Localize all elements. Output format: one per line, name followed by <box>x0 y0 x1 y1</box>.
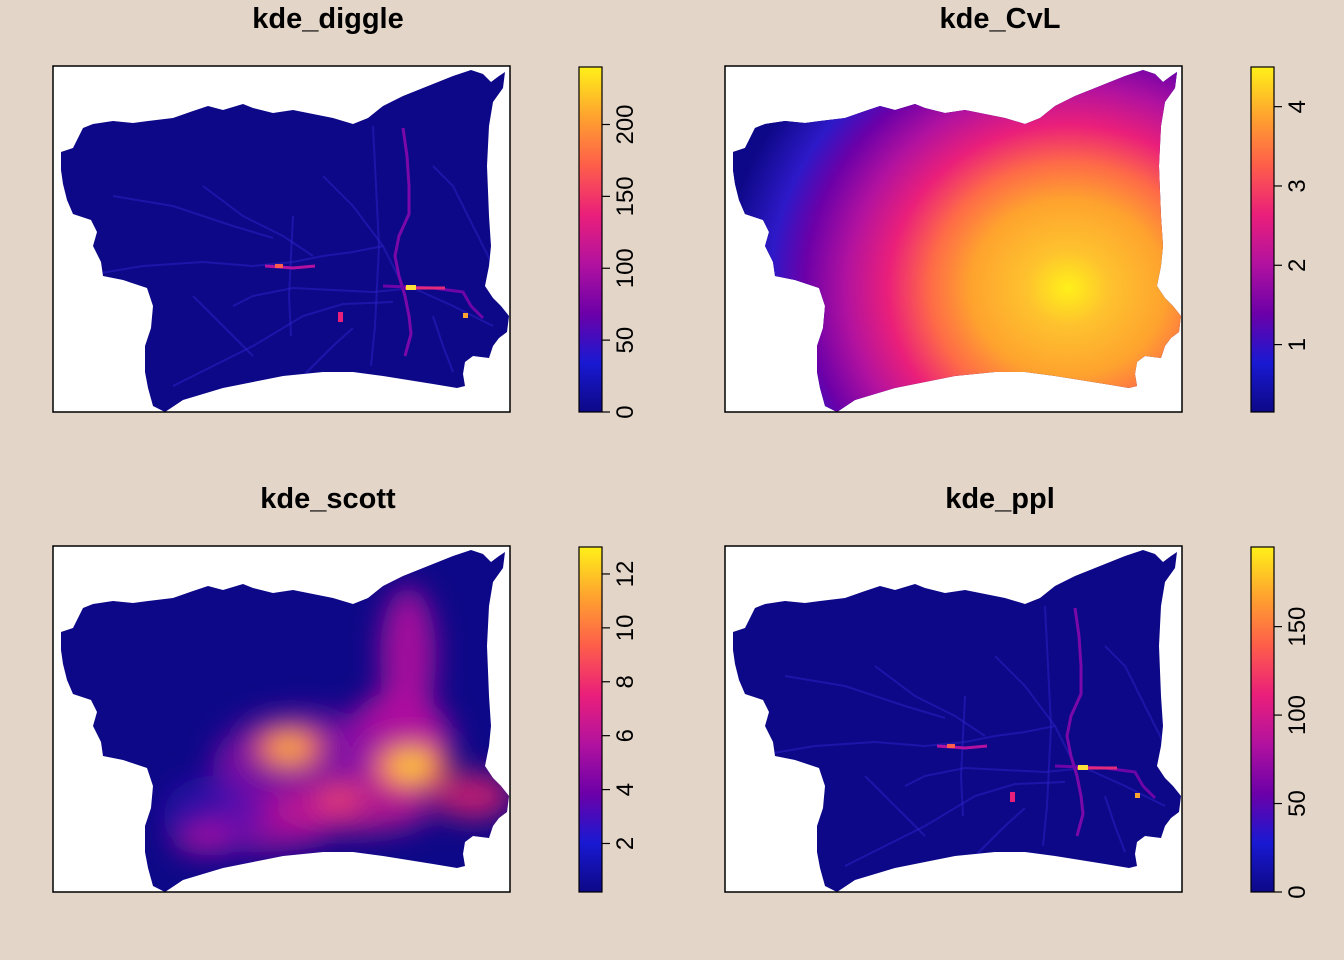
density-blob <box>173 826 233 854</box>
plot-frame <box>724 545 1183 893</box>
density-blob <box>433 772 509 820</box>
road-line <box>754 725 1056 757</box>
panel-title: kde_scott <box>260 483 396 515</box>
plot-area <box>52 545 511 893</box>
density-blob <box>271 737 307 759</box>
plot-frame <box>724 65 1183 413</box>
colorbar-tick-label: 2 <box>1284 259 1311 272</box>
density-field <box>163 586 509 856</box>
colorbar-ramp <box>1250 66 1275 413</box>
road-line <box>322 175 404 287</box>
panel-kde-diggle: kde_diggle 0 50 100 150 200 <box>52 3 639 419</box>
colorbar-ramp <box>578 66 603 413</box>
density-blob <box>317 784 361 812</box>
colorbar-tick-label: 50 <box>612 327 639 354</box>
road-line <box>232 286 494 327</box>
road-line <box>844 781 1066 867</box>
panel-title: kde_ppl <box>945 483 1055 515</box>
road-line <box>287 215 294 337</box>
road-line <box>874 665 986 737</box>
density-blob <box>391 754 431 778</box>
colorbar-tick-label: 150 <box>612 176 639 216</box>
plot-area <box>52 65 511 413</box>
colorbar-tick-label: 0 <box>1284 885 1311 898</box>
road-line <box>1104 645 1166 747</box>
road-line <box>784 675 946 719</box>
road-line <box>432 165 494 267</box>
colorbar: 1 2 3 4 <box>1250 66 1311 413</box>
colorbar-tick-label: 1 <box>1284 338 1311 351</box>
road-line <box>192 295 254 357</box>
road-line-major <box>1065 607 1085 837</box>
colorbar-tick-label: 200 <box>612 104 639 144</box>
road-line <box>432 315 454 373</box>
hotspot-point <box>1135 793 1140 798</box>
plot-area <box>724 545 1183 893</box>
colorbar-ramp <box>578 546 603 893</box>
road-line <box>994 655 1076 767</box>
colorbar: 0 50 100 150 <box>1250 546 1311 899</box>
panel-kde-scott: kde_scott 2 4 6 8 10 12 <box>52 483 639 893</box>
hotspot-point <box>463 313 468 318</box>
road-line <box>959 695 966 817</box>
hotspot-point <box>338 312 343 322</box>
panel-kde-CvL: kde_CvL 1 2 3 4 <box>724 3 1311 413</box>
road-line <box>864 775 926 837</box>
colorbar-tick-label: 4 <box>1284 100 1311 113</box>
road-line <box>202 185 314 257</box>
colorbar-tick-label: 2 <box>612 837 639 850</box>
colorbar-tick-label: 150 <box>1284 607 1311 647</box>
colorbar-tick-label: 50 <box>1284 790 1311 817</box>
density-blob <box>380 586 436 726</box>
road-line-major <box>393 127 413 357</box>
hotspot-point <box>1010 792 1015 802</box>
road-line <box>82 245 384 277</box>
panel-kde-ppl: kde_ppl 0 50 100 150 <box>724 483 1311 899</box>
hotspot-point <box>406 285 416 290</box>
colorbar-tick-label: 6 <box>612 729 639 742</box>
colorbar-tick-label: 4 <box>612 783 639 796</box>
road-line <box>904 766 1166 807</box>
hotspot-point <box>275 264 283 268</box>
colorbar-tick-label: 12 <box>612 561 639 588</box>
colorbar-tick-label: 3 <box>1284 179 1311 192</box>
colorbar-tick-label: 100 <box>612 248 639 288</box>
colorbar-tick-label: 10 <box>612 615 639 642</box>
road-line <box>1042 605 1053 847</box>
road-line <box>370 125 381 367</box>
panel-title: kde_diggle <box>252 3 404 35</box>
hotspot-point <box>947 744 955 748</box>
colorbar-ramp <box>1250 546 1275 893</box>
colorbar-tick-label: 100 <box>1284 695 1311 735</box>
colorbar: 0 50 100 150 200 <box>578 66 639 419</box>
plot-frame <box>52 65 511 413</box>
colorbar: 2 4 6 8 10 12 <box>578 546 639 893</box>
colorbar-tick-label: 0 <box>612 405 639 418</box>
plot-area <box>724 65 1183 413</box>
road-line <box>172 301 394 387</box>
hotspot-point <box>1078 765 1088 770</box>
colorbar-tick-label: 8 <box>612 675 639 688</box>
panel-title: kde_CvL <box>940 3 1061 35</box>
road-line <box>112 195 274 239</box>
road-hotspot <box>264 264 316 270</box>
road-line <box>1104 795 1126 853</box>
plot-frame <box>52 545 511 893</box>
road-hotspot <box>936 744 988 750</box>
